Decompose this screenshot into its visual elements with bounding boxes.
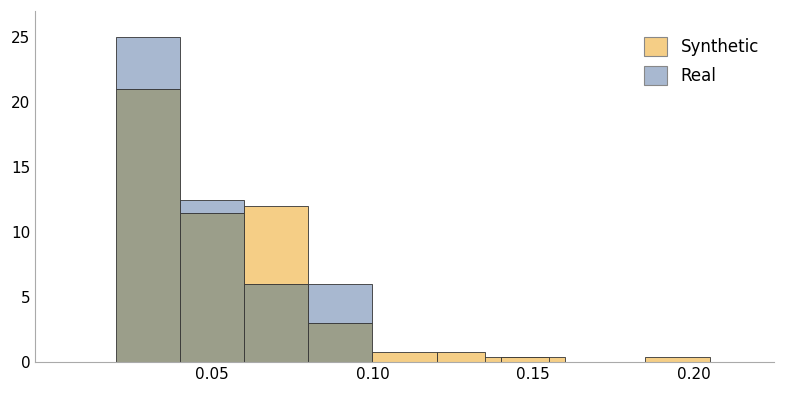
Bar: [115, 89, 180, 362]
Bar: [645, 357, 710, 362]
Bar: [180, 200, 244, 213]
Bar: [309, 323, 372, 362]
Bar: [244, 206, 309, 284]
Bar: [436, 357, 501, 362]
Bar: [436, 352, 485, 362]
Bar: [501, 357, 549, 362]
Legend: Synthetic, Real: Synthetic, Real: [637, 30, 765, 92]
Bar: [501, 357, 565, 362]
Bar: [115, 37, 180, 89]
Bar: [180, 213, 244, 362]
Bar: [372, 352, 436, 362]
Bar: [309, 284, 372, 323]
Bar: [244, 284, 309, 362]
